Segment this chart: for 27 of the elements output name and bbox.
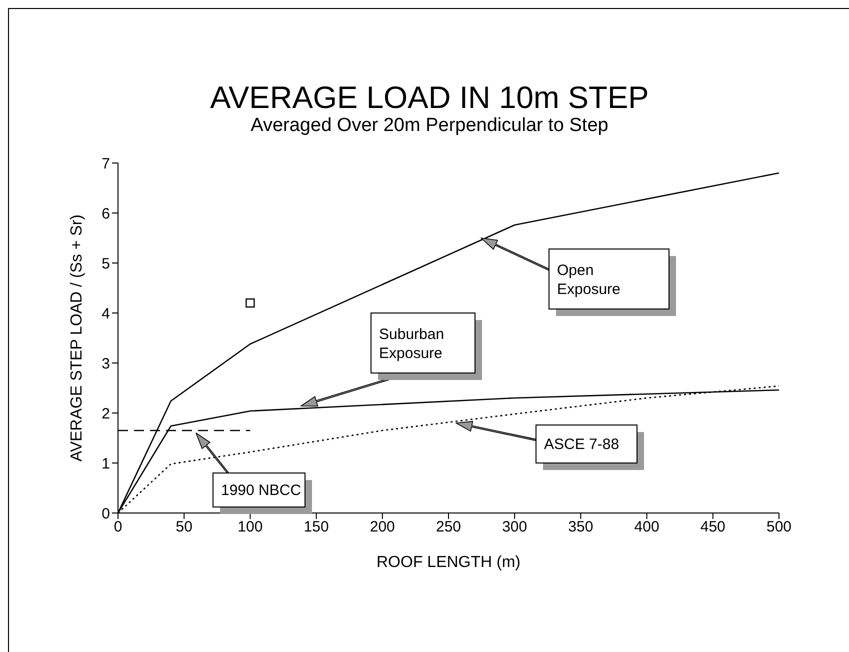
series-label: ASCE 7-88 [544, 436, 620, 453]
x-tick-label: 500 [766, 518, 792, 536]
y-tick-label: 0 [102, 505, 110, 522]
x-tick-label: 350 [568, 518, 594, 536]
x-tick-label: 150 [304, 518, 329, 536]
y-axis-title: AVERAGE STEP LOAD / (Ss + Sr) [68, 214, 86, 462]
x-axis-title: ROOF LENGTH (m) [376, 554, 520, 571]
chart-title: AVERAGE LOAD IN 10m STEP [209, 80, 650, 115]
y-tick-label: 7 [102, 155, 110, 172]
x-tick-label: 450 [700, 518, 726, 536]
x-tick-label: 250 [436, 518, 462, 536]
x-tick-label: 200 [370, 518, 395, 536]
text: Suburban Exposure [379, 326, 444, 362]
y-tick-label: 3 [102, 355, 110, 372]
x-tick-label: 50 [176, 518, 192, 536]
y-tick-label: 6 [102, 205, 110, 222]
x-tick-label: 100 [238, 518, 263, 536]
x-tick-label: 0 [114, 518, 122, 536]
chart-subtitle: Averaged Over 20m Perpendicular to Step [250, 115, 610, 137]
y-tick-label: 2 [102, 405, 110, 422]
x-tick-label: 300 [502, 518, 528, 536]
text: Open Exposure [557, 262, 620, 298]
text: 1990 NBCC [221, 482, 302, 499]
y-tick-label: 5 [102, 255, 110, 272]
x-tick-label: 400 [634, 518, 660, 536]
y-tick-label: 1 [102, 455, 110, 472]
y-tick-label: 4 [102, 305, 110, 322]
